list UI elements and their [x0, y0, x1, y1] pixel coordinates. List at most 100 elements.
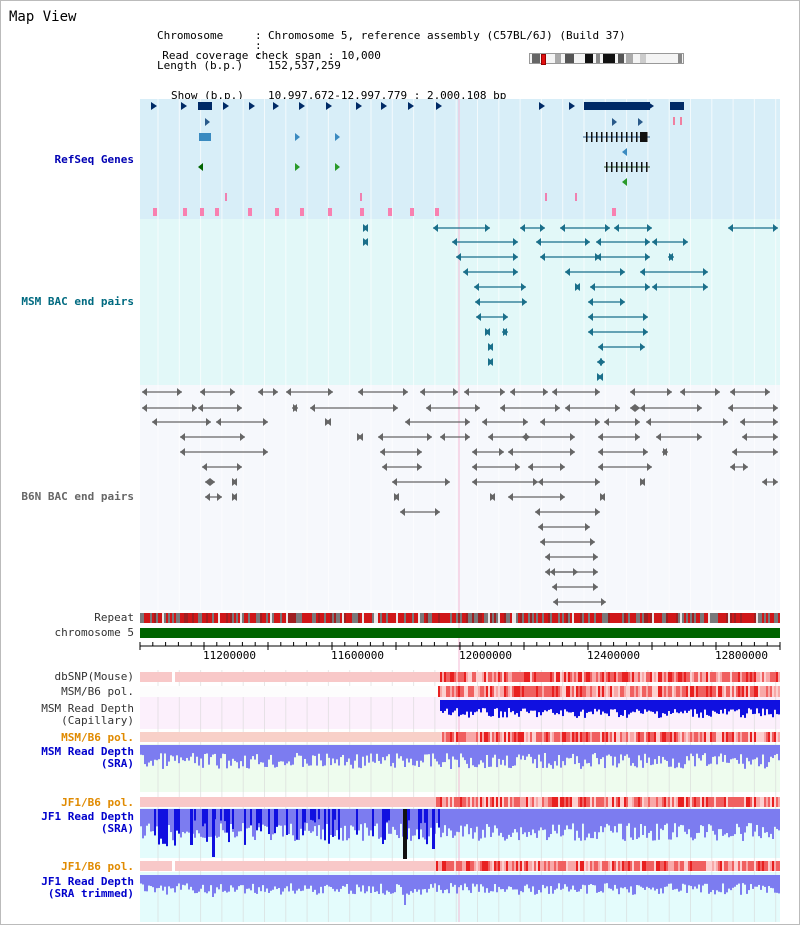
read-depth-bar [698, 745, 700, 759]
read-depth-bar [430, 875, 432, 885]
repeat-element [454, 613, 456, 623]
read-depth-bar [722, 700, 724, 714]
track-label-msm-depth-cap[interactable]: MSM Read Depth (Capillary) [41, 703, 134, 727]
read-depth-bar [252, 745, 254, 757]
polymorphism-cell [482, 861, 484, 871]
track-label-jf1-depth-trim[interactable]: JF1 Read Depth (SRA trimmed) [41, 876, 134, 900]
polymorphism-cell [648, 797, 650, 807]
polymorphism-cell [536, 686, 538, 697]
b6n-bac-pair-end [490, 493, 495, 501]
read-depth-bar [286, 809, 288, 835]
track-label-jf1-depth-sra[interactable]: JF1 Read Depth (SRA) [41, 811, 134, 835]
msm-bac-pair-end [513, 238, 518, 246]
polymorphism-cell [550, 686, 552, 697]
read-depth-bar [556, 700, 558, 714]
read-depth-bar [620, 875, 622, 888]
polymorphism-cell [292, 732, 294, 742]
read-depth-bar [656, 745, 658, 764]
polymorphism-cell [696, 672, 698, 682]
read-depth-bar [534, 809, 536, 834]
repeat-element [356, 613, 358, 623]
read-depth-bar [686, 700, 688, 713]
polymorphism-cell [322, 686, 324, 697]
polymorphism-cell [626, 672, 628, 682]
polymorphism-cell [208, 861, 210, 871]
polymorphism-cell [222, 797, 224, 807]
polymorphism-cell [702, 732, 704, 742]
read-depth-bar [706, 745, 708, 766]
track-label-msm-depth-sra[interactable]: MSM Read Depth (SRA) [41, 746, 134, 770]
polymorphism-cell [464, 797, 466, 807]
track-label-msm-b6-pol-1[interactable]: MSM/B6 pol. [61, 685, 134, 698]
repeat-element [420, 613, 422, 623]
read-depth-bar [638, 809, 640, 838]
polymorphism-cell [272, 732, 274, 742]
track-label-jf1-b6-pol-1[interactable]: JF1/B6 pol. [61, 796, 134, 809]
read-depth-bar [442, 809, 444, 833]
read-depth-bar [208, 809, 210, 837]
polymorphism-cell [312, 861, 314, 871]
read-depth-bar [286, 875, 288, 887]
read-depth-bar [732, 809, 734, 836]
polymorphism-cell [262, 797, 264, 807]
polymorphism-cell [388, 797, 390, 807]
track-label-msm-bac[interactable]: MSM BAC end pairs [21, 295, 134, 308]
polymorphism-cell [196, 732, 198, 742]
polymorphism-cell [242, 732, 244, 742]
polymorphism-cell [630, 861, 632, 871]
read-depth-bar [314, 745, 316, 756]
repeat-element [348, 613, 350, 623]
track-label-msm-b6-pol-2[interactable]: MSM/B6 pol. [61, 731, 134, 744]
polymorphism-cell [372, 797, 374, 807]
read-depth-bar [182, 745, 184, 761]
track-label-jf1-b6-pol-2[interactable]: JF1/B6 pol. [61, 860, 134, 873]
polymorphism-cell [148, 672, 150, 682]
repeat-element [434, 613, 436, 623]
b6n-bac-pair-end [515, 463, 520, 471]
polymorphism-cell [570, 732, 572, 742]
read-depth-bar [524, 745, 526, 760]
read-depth-bar [658, 700, 660, 718]
polymorphism-cell [540, 732, 542, 742]
read-depth-bar [742, 809, 744, 841]
chromosome-ideogram[interactable] [529, 53, 684, 65]
read-depth-bar [492, 700, 494, 717]
read-depth-bar [446, 875, 448, 890]
read-depth-bar [630, 809, 632, 838]
polymorphism-cell [472, 861, 474, 871]
read-depth-bar [550, 700, 552, 710]
polymorphism-cell [464, 672, 466, 682]
track-label-refseq[interactable]: RefSeq Genes [54, 153, 134, 166]
read-depth-bar [710, 875, 712, 893]
track-label-repeat[interactable]: Repeat [94, 611, 134, 624]
polymorphism-cell [662, 686, 664, 697]
polymorphism-cell [426, 861, 428, 871]
read-depth-bar [334, 745, 336, 764]
polymorphism-cell [422, 686, 424, 697]
polymorphism-cell [760, 672, 762, 682]
polymorphism-cell [356, 686, 358, 697]
polymorphism-cell [282, 797, 284, 807]
track-label-b6n-bac[interactable]: B6N BAC end pairs [21, 490, 134, 503]
polymorphism-cell [434, 672, 436, 682]
polymorphism-cell [496, 686, 498, 697]
polymorphism-cell [378, 686, 380, 697]
track-label-dbsnp[interactable]: dbSNP(Mouse) [54, 670, 134, 683]
read-depth-bar [716, 700, 718, 714]
read-depth-bar [278, 875, 280, 888]
read-depth-bar [708, 809, 710, 825]
read-depth-bar [572, 700, 574, 712]
read-depth-bar [244, 809, 246, 845]
polymorphism-cell [728, 672, 730, 682]
polymorphism-cell [362, 797, 364, 807]
read-depth-bar [170, 809, 172, 833]
read-depth-bar [758, 875, 760, 885]
polymorphism-cell [358, 672, 360, 682]
polymorphism-cell [736, 672, 738, 682]
read-depth-bar [448, 875, 450, 894]
polymorphism-cell [372, 686, 374, 697]
read-depth-bar [366, 809, 368, 828]
polymorphism-cell [230, 672, 232, 682]
msm-bac-pair-end [456, 253, 461, 261]
